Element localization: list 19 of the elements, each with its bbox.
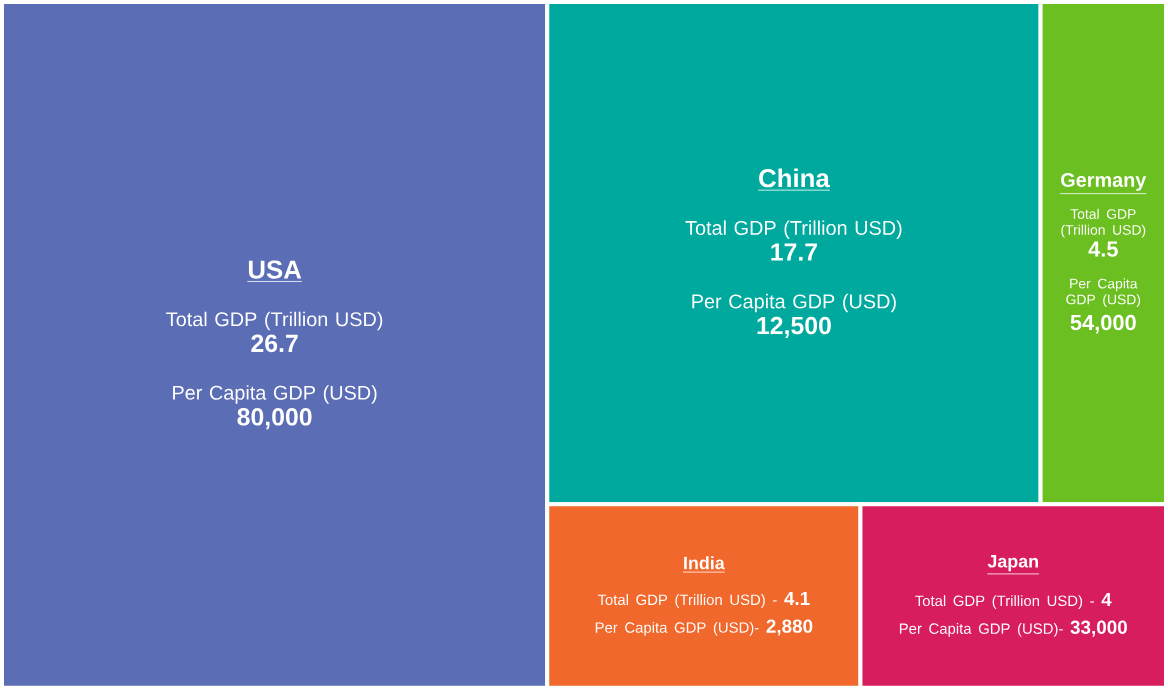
text: Total GDP (Trillion USD) xyxy=(166,311,383,331)
data-label: 12,500 xyxy=(757,316,831,339)
data-label: 26.7 xyxy=(251,334,298,353)
category-label: China xyxy=(759,168,830,188)
data-label: 80,000 xyxy=(237,408,312,430)
data-label: 33,000 xyxy=(1070,620,1127,637)
text: Per Capita GDP (USD) xyxy=(173,385,377,404)
data-label: 17.7 xyxy=(771,243,817,261)
data-label: 4 xyxy=(1101,593,1112,607)
text: Total GDP (Trillion USD) xyxy=(685,220,902,240)
data-label: 2,880 xyxy=(766,619,813,636)
category-label: Germany xyxy=(1061,173,1147,192)
text: Per Capita GDP (USD) xyxy=(692,294,896,313)
category-label: India xyxy=(684,556,725,570)
data-label: 54,000 xyxy=(1070,315,1136,334)
data-label: 4.5 xyxy=(1088,241,1118,257)
category-label: Japan xyxy=(987,555,1038,572)
data-label: 4.1 xyxy=(784,592,810,606)
category-label: USA xyxy=(248,260,302,279)
